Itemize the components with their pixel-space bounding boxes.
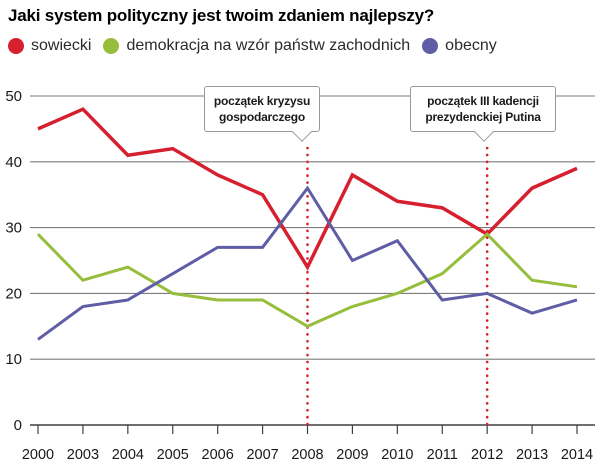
x-axis-tick-label-2004: 2004 bbox=[112, 447, 144, 463]
x-axis-tick-label-2006: 2006 bbox=[202, 447, 234, 463]
legend-label-obecny: obecny bbox=[445, 37, 497, 54]
annotation-callout-putin: początek III kadencji prezydenckiej Puti… bbox=[410, 86, 556, 142]
legend-item-obecny: obecny bbox=[422, 37, 497, 55]
x-axis-tick-label-2008: 2008 bbox=[291, 447, 323, 463]
x-axis-tick-label-2009: 2009 bbox=[336, 447, 368, 463]
y-axis-tick-label-20: 20 bbox=[5, 285, 22, 302]
x-axis-tick-label-2005: 2005 bbox=[157, 447, 189, 463]
annotation-callout-crisis: początek kryzysu gospodarczego bbox=[204, 86, 320, 142]
y-axis-tick-label-40: 40 bbox=[5, 154, 22, 171]
legend-dot-obecny-icon bbox=[422, 38, 439, 54]
y-axis-tick-label-50: 50 bbox=[5, 88, 22, 105]
x-axis-tick-label-2003: 2003 bbox=[67, 447, 99, 463]
legend-label-sowiecki: sowiecki bbox=[31, 37, 92, 54]
legend-dot-sowiecki-icon bbox=[8, 38, 24, 54]
page-title: Jaki system polityczny jest twoim zdanie… bbox=[8, 6, 435, 25]
y-axis-tick-label-10: 10 bbox=[5, 351, 22, 368]
x-axis-tick-label-2007: 2007 bbox=[246, 447, 278, 463]
x-axis-tick-label-2011: 2011 bbox=[427, 447, 458, 463]
series-line-demokracja-na-wzór-państw-zachodnich bbox=[36, 232, 578, 328]
annotation-callout-crisis-label: początek kryzysu gospodarczego bbox=[213, 94, 311, 124]
y-axis-tick-label-0: 0 bbox=[14, 417, 22, 434]
series-line-obecny bbox=[37, 185, 578, 341]
annotation-callout-putin-label: początek III kadencji prezydenckiej Puti… bbox=[425, 94, 541, 124]
x-axis-tick-label-2012: 2012 bbox=[471, 447, 503, 463]
legend-item-sowiecki: sowiecki bbox=[8, 37, 91, 55]
legend: sowiecki demokracja na wzór państw zacho… bbox=[8, 37, 497, 55]
legend-dot-demokracja-icon bbox=[103, 38, 120, 54]
legend-label-demokracja: demokracja na wzór państw zachodnich bbox=[126, 37, 411, 54]
x-axis-tick-label-2010: 2010 bbox=[381, 447, 413, 463]
x-axis-tick-label-2013: 2013 bbox=[516, 447, 548, 463]
x-axis-tick-label-2014: 2014 bbox=[561, 447, 593, 463]
y-axis-tick-label-30: 30 bbox=[5, 220, 22, 237]
legend-item-demokracja: demokracja na wzór państw zachodnich bbox=[103, 37, 410, 55]
x-axis-tick-label-2000: 2000 bbox=[22, 447, 54, 463]
